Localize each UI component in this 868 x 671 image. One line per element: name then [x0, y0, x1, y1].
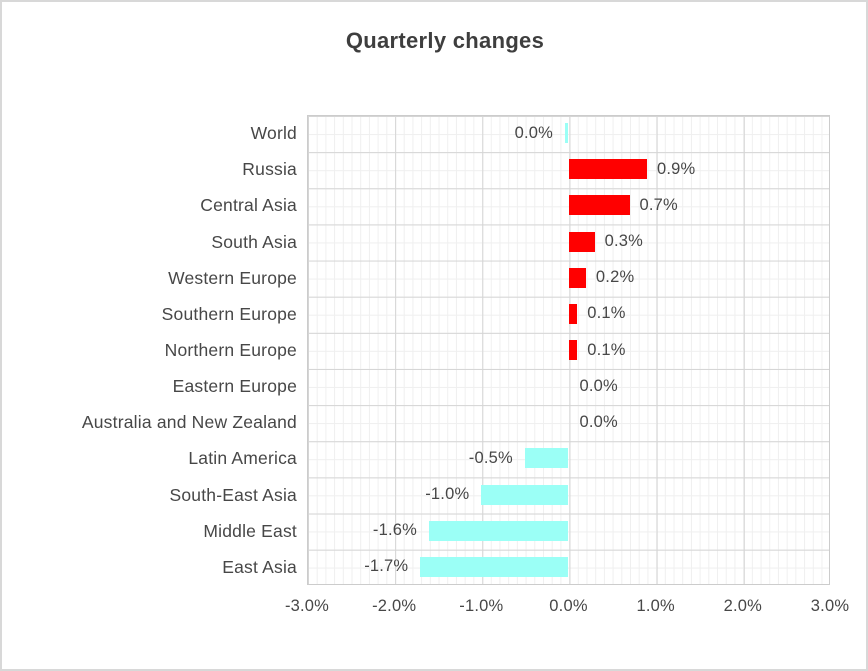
value-label: 0.1%: [587, 304, 626, 323]
negative-bar: [481, 484, 569, 505]
value-label: 0.0%: [579, 376, 618, 395]
category-label: Central Asia: [200, 195, 297, 216]
x-axis-tick-label: 2.0%: [723, 597, 763, 615]
value-label: 0.0%: [514, 123, 553, 142]
value-label: -1.0%: [425, 485, 470, 504]
category-label: South-East Asia: [169, 484, 297, 505]
category-label: Southern Europe: [161, 303, 297, 324]
value-label: 0.1%: [587, 340, 626, 359]
category-label: East Asia: [222, 556, 297, 577]
negative-bar: [524, 448, 569, 469]
category-label: Australia and New Zealand: [81, 412, 297, 433]
value-label: -1.6%: [372, 521, 418, 540]
x-axis-tick-label: 1.0%: [636, 597, 675, 615]
x-axis-tick-label: -1.0%: [459, 597, 504, 615]
category-label: South Asia: [211, 231, 297, 252]
category-label: World: [250, 123, 297, 144]
negative-bar: [565, 123, 569, 144]
category-label: Middle East: [203, 520, 297, 541]
positive-bar: [568, 231, 595, 252]
category-label: Eastern Europe: [172, 376, 297, 397]
negative-bar: [429, 520, 569, 541]
negative-bar: [420, 556, 569, 577]
x-axis-tick-label: 3.0%: [810, 597, 850, 615]
x-axis-tick-label: -2.0%: [372, 597, 417, 615]
value-label: -1.7%: [364, 557, 409, 576]
category-label: Western Europe: [168, 267, 297, 288]
value-label: 0.2%: [595, 268, 635, 287]
value-label: 0.0%: [579, 412, 618, 431]
value-label: -0.5%: [468, 448, 513, 467]
positive-bar: [568, 195, 630, 216]
value-label: 0.7%: [639, 195, 678, 214]
x-axis-tick-label: 0.0%: [549, 597, 588, 615]
positive-bar: [568, 340, 578, 360]
positive-bar: [568, 159, 647, 180]
value-label: 0.9%: [656, 159, 696, 178]
chart-title: Quarterly changes: [345, 28, 545, 53]
category-label: Northern Europe: [164, 340, 297, 360]
category-label: Russia: [242, 159, 297, 180]
value-label: 0.3%: [604, 232, 644, 251]
category-label: Latin America: [188, 448, 297, 469]
positive-bar: [568, 267, 586, 288]
x-axis-tick-label: -3.0%: [284, 597, 330, 615]
positive-bar: [568, 303, 578, 324]
